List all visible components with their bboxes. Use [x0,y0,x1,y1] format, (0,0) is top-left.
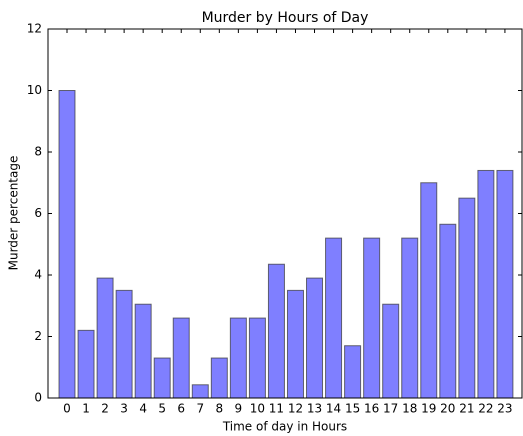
bar [363,237,381,399]
plot-frame [47,28,523,399]
bar [477,169,495,399]
bar [496,169,514,399]
x-tick-label: 12 [288,402,303,416]
x-tick-label: 13 [307,402,322,416]
bar [344,345,362,399]
x-tick-label: 22 [478,402,493,416]
bar [191,384,209,399]
x-tick-label: 23 [497,402,512,416]
x-tick-label: 3 [120,402,128,416]
bar [58,90,76,399]
bar [96,277,114,399]
bar [325,237,343,399]
x-tick-label: 16 [364,402,379,416]
bar [115,289,133,399]
bar [458,197,476,399]
x-tick-label: 10 [250,402,265,416]
bar [401,237,419,399]
x-tick-label: 18 [402,402,417,416]
x-tick-label: 11 [269,402,284,416]
bar [172,317,190,399]
y-tick-label: 10 [27,83,42,97]
bar [229,317,247,399]
bar [382,303,400,399]
y-tick-label: 6 [34,206,42,220]
bar [286,289,304,399]
x-tick-label: 2 [101,402,109,416]
bar [306,277,324,399]
bar [210,357,228,399]
x-tick-label: 19 [421,402,436,416]
y-tick-label: 4 [34,268,42,282]
bar [77,329,95,399]
x-tick-label: 9 [235,402,243,416]
y-tick-label: 12 [27,22,42,36]
bar [439,223,457,399]
x-tick-label: 20 [440,402,455,416]
x-tick-label: 15 [345,402,360,416]
bar [267,263,285,399]
x-tick-label: 4 [139,402,147,416]
bar [248,317,266,399]
x-tick-label: 0 [63,402,71,416]
x-tick-label: 6 [177,402,185,416]
x-tick-label: 5 [158,402,166,416]
x-tick-label: 1 [82,402,90,416]
bar [153,357,171,399]
x-tick-label: 8 [215,402,223,416]
x-tick-label: 21 [459,402,474,416]
bar [420,182,438,399]
bar [134,303,152,399]
y-tick-label: 0 [34,391,42,405]
y-axis-label: Murder percentage [7,156,21,271]
x-tick-label: 14 [326,402,341,416]
chart-title: Murder by Hours of Day [202,10,369,26]
x-tick-label: 17 [383,402,398,416]
y-tick-label: 8 [34,145,42,159]
x-tick-label: 7 [196,402,204,416]
x-axis-label: Time of day in Hours [222,420,347,434]
y-tick-label: 2 [34,329,42,343]
